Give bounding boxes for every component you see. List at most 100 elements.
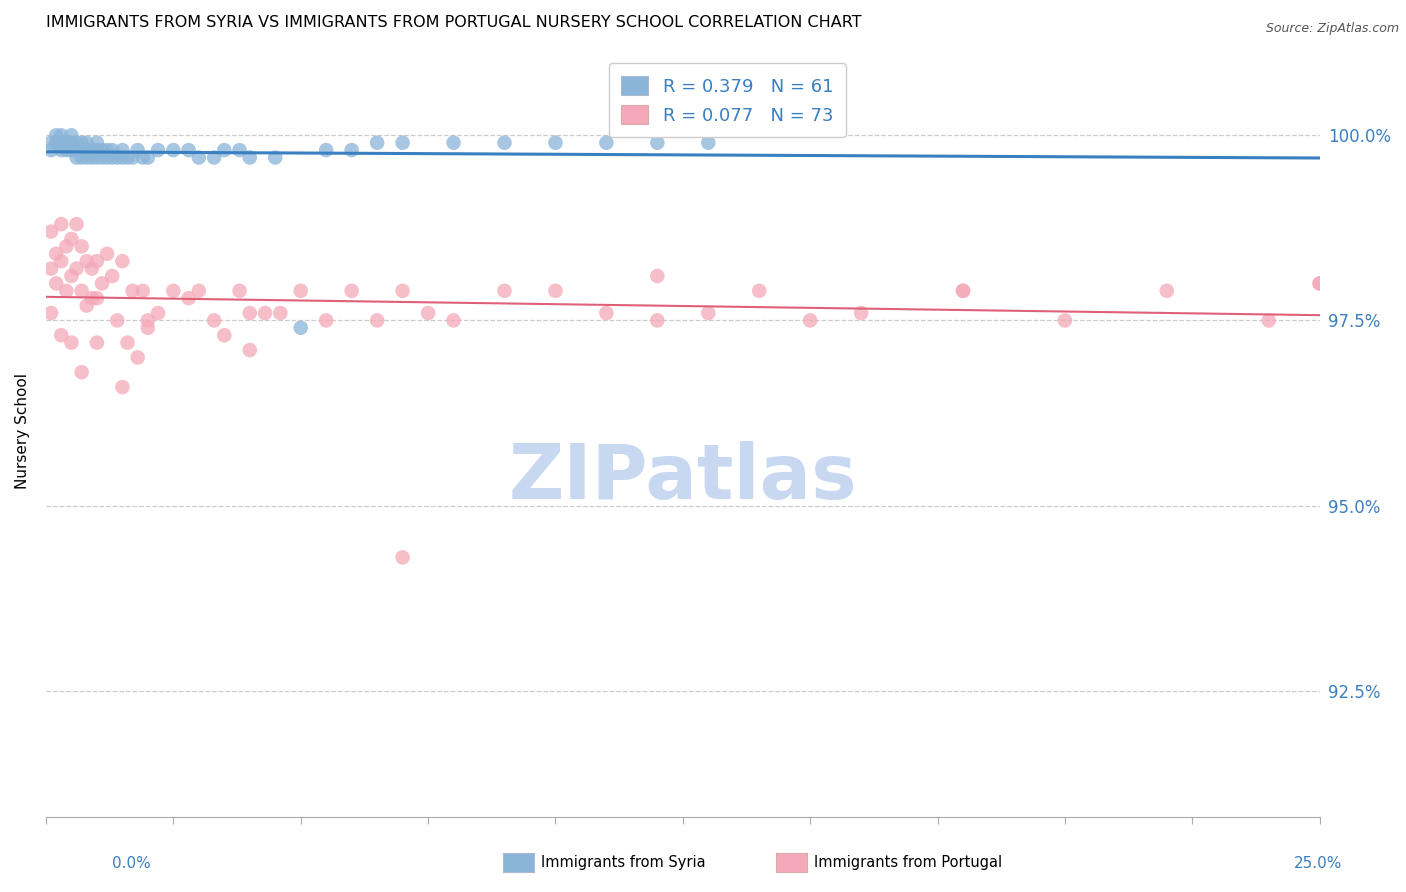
Point [65,151,87,165]
Y-axis label: Nursery School: Nursery School [15,374,30,490]
Text: ZIPatlas: ZIPatlas [509,441,858,515]
Point [76,151,98,165]
Point [86,335,108,350]
Point [391,136,413,150]
Point [111,380,134,394]
Point [443,136,465,150]
Point [39,136,62,150]
Point [799,313,821,327]
Point [595,306,617,320]
Text: IMMIGRANTS FROM SYRIA VS IMMIGRANTS FROM PORTUGAL NURSERY SCHOOL CORRELATION CHA: IMMIGRANTS FROM SYRIA VS IMMIGRANTS FROM… [46,15,862,30]
Point [748,284,770,298]
Point [269,306,291,320]
Point [65,261,87,276]
Point [315,313,337,327]
Point [595,136,617,150]
Point [101,268,124,283]
Point [86,136,108,150]
Point [1309,277,1331,291]
Point [96,247,118,261]
Point [1309,277,1331,291]
Point [45,277,67,291]
Point [96,143,118,157]
Point [117,335,139,350]
Point [60,143,83,157]
Point [366,136,388,150]
Point [55,136,77,150]
Point [86,143,108,157]
Point [121,284,143,298]
Point [264,151,287,165]
Point [70,284,93,298]
Point [127,143,149,157]
Point [65,136,87,150]
Point [76,299,98,313]
Point [202,151,225,165]
Point [391,550,413,565]
Point [60,128,83,143]
Point [51,254,73,268]
Point [162,284,184,298]
Point [91,151,114,165]
Point [70,365,93,379]
Point [202,313,225,327]
Point [162,143,184,157]
Point [39,261,62,276]
Point [177,291,200,305]
Point [849,306,872,320]
Point [101,143,124,157]
Point [117,151,139,165]
Point [228,143,250,157]
Point [86,151,108,165]
Point [647,268,669,283]
Point [239,151,262,165]
Point [214,328,236,343]
Point [366,313,388,327]
Point [315,143,337,157]
Point [80,151,103,165]
Point [76,136,98,150]
Point [39,143,62,157]
Point [60,268,83,283]
Point [494,136,516,150]
Point [239,343,262,357]
Point [55,143,77,157]
Text: Source: ZipAtlas.com: Source: ZipAtlas.com [1265,22,1399,36]
Point [290,321,312,335]
Point [443,313,465,327]
Point [65,143,87,157]
Point [136,321,159,335]
Point [544,136,567,150]
Point [416,306,439,320]
Point [127,351,149,365]
Point [51,136,73,150]
Point [146,143,169,157]
Point [65,217,87,231]
Text: 25.0%: 25.0% [1295,856,1343,871]
Point [86,254,108,268]
Point [544,284,567,298]
Point [76,143,98,157]
Point [45,136,67,150]
Point [55,239,77,253]
Point [136,313,159,327]
Point [39,306,62,320]
Point [51,143,73,157]
Point [952,284,974,298]
Point [187,284,209,298]
Point [214,143,236,157]
Point [254,306,277,320]
Point [60,232,83,246]
Point [177,143,200,157]
Point [391,284,413,298]
Point [187,151,209,165]
Point [132,151,155,165]
Point [80,261,103,276]
Point [340,284,363,298]
Point [132,284,155,298]
Point [136,151,159,165]
Point [76,254,98,268]
Point [101,151,124,165]
Point [96,151,118,165]
Point [340,143,363,157]
